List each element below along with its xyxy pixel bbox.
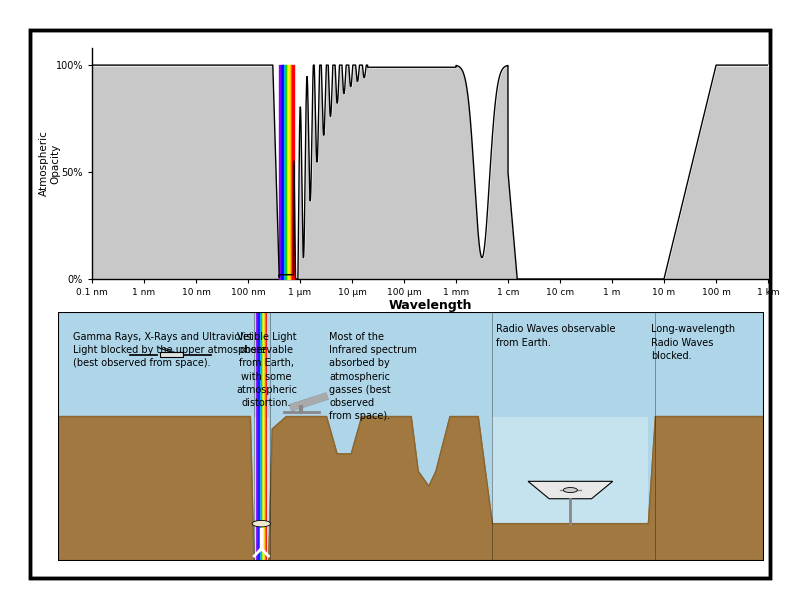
Bar	[254, 416, 269, 561]
Polygon shape	[528, 481, 613, 499]
Text: Radio Waves observable
from Earth.: Radio Waves observable from Earth.	[496, 325, 615, 347]
Text: Gamma Rays, X-Rays and Ultraviolet
Light blocked by the upper atmosphere
(best o: Gamma Rays, X-Rays and Ultraviolet Light…	[73, 332, 266, 368]
Text: Wavelength: Wavelength	[389, 299, 472, 312]
Bar	[492, 416, 648, 524]
Circle shape	[563, 488, 578, 493]
Bar	[182, 353, 211, 355]
Text: Long-wavelength
Radio Waves
blocked.: Long-wavelength Radio Waves blocked.	[651, 325, 735, 361]
Y-axis label: Atmospheric
Opacity: Atmospheric Opacity	[39, 131, 61, 196]
Text: Visible Light
observable
from Earth,
with some
atmospheric
distortion.: Visible Light observable from Earth, wit…	[236, 332, 297, 408]
Bar	[160, 352, 182, 357]
Polygon shape	[58, 416, 764, 561]
Text: Most of the
Infrared spectrum
absorbed by
atmospheric
gasses (best
observed
from: Most of the Infrared spectrum absorbed b…	[330, 332, 418, 421]
Circle shape	[252, 520, 270, 527]
Bar	[129, 353, 157, 355]
